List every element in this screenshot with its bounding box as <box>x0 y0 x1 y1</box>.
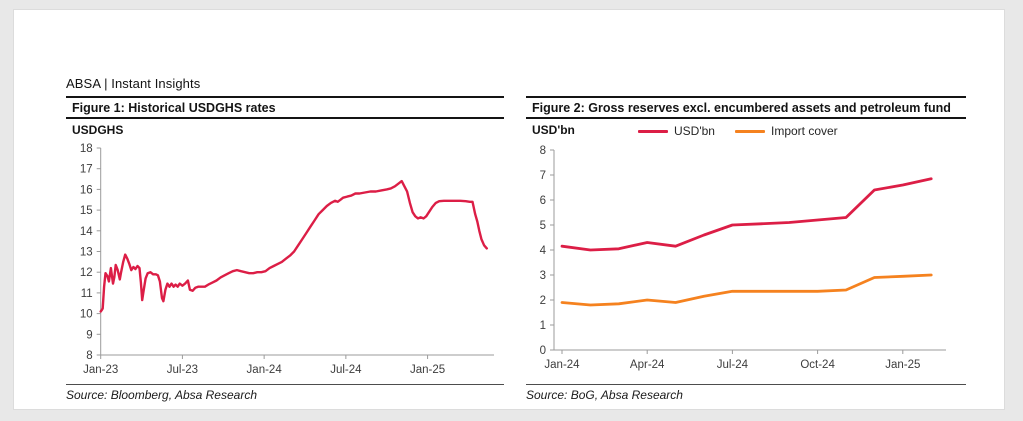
y-tick-label: 15 <box>80 205 93 217</box>
x-tick-label: Jan-25 <box>885 359 920 371</box>
y-tick-label: 14 <box>80 226 93 238</box>
y-tick-label: 7 <box>540 170 546 182</box>
brand-header: ABSA | Instant Insights <box>66 76 201 91</box>
series-line-usd-bn <box>560 177 933 252</box>
figure-2-block: Figure 2: Gross reserves excl. encumbere… <box>526 96 966 408</box>
y-tick-label: 5 <box>540 220 546 232</box>
y-tick-label: 9 <box>86 329 92 341</box>
legend-item-import-cover: Import cover <box>734 124 838 138</box>
x-tick-label: Jan-24 <box>544 359 580 371</box>
x-tick-label: Jan-23 <box>83 364 118 376</box>
legend-swatch-usdbn <box>638 129 668 133</box>
series-line-import-cover <box>560 273 933 307</box>
x-tick-label: Jan-24 <box>247 364 283 376</box>
y-tick-label: 1 <box>540 320 546 332</box>
y-tick-label: 3 <box>540 270 546 282</box>
series-line-usdghs-rate <box>99 179 488 313</box>
figure-1-source: Source: Bloomberg, Absa Research <box>66 388 257 402</box>
figure-1-y-axis-title: USDGHS <box>72 123 124 137</box>
legend-label-import-cover: Import cover <box>770 124 838 138</box>
figure-2-chart: 0 1 2 3 4 5 6 7 8 Jan-24 Apr-24 Jul-24 Oct-24 Jan-25 <box>540 145 946 371</box>
y-tick-label: 13 <box>80 247 93 259</box>
x-tick-label: Apr-24 <box>630 359 665 371</box>
figure-2-title-rule <box>526 117 966 119</box>
report-panel: ABSA | Instant Insights Figure 1: Histor… <box>13 9 1005 410</box>
y-tick-label: 12 <box>80 267 93 279</box>
y-tick-label: 4 <box>540 245 547 257</box>
figure-2-y-axis-title: USD'bn <box>532 123 575 137</box>
y-tick-label: 8 <box>540 145 546 157</box>
y-tick-label: 16 <box>80 184 93 196</box>
figure-1-title-rule <box>66 117 504 119</box>
figure-2-top-rule <box>526 96 966 98</box>
figure-2-source: Source: BoG, Absa Research <box>526 388 683 402</box>
y-tick-label: 11 <box>81 288 93 300</box>
figure-1-source-rule <box>66 384 504 385</box>
x-tick-label: Jan-25 <box>410 364 445 376</box>
y-tick-label: 0 <box>540 345 546 357</box>
x-tick-label: Jul-24 <box>330 364 362 376</box>
y-tick-label: 8 <box>86 350 92 362</box>
x-tick-label: Oct-24 <box>800 359 835 371</box>
legend-swatch-import-cover <box>734 129 765 133</box>
y-tick-label: 18 <box>80 143 93 155</box>
y-tick-label: 6 <box>540 195 546 207</box>
figure-1-title: Figure 1: Historical USDGHS rates <box>72 101 276 115</box>
figure-1-top-rule <box>66 96 504 98</box>
y-tick-label: 2 <box>540 295 546 307</box>
figure-1-block: Figure 1: Historical USDGHS rates USDGHS… <box>66 96 504 408</box>
legend-label-usdbn: USD'bn <box>674 124 715 138</box>
x-tick-label: Jul-24 <box>717 359 749 371</box>
legend-item-usdbn: USD'bn <box>638 124 715 138</box>
figure-2-legend: USD'bn Import cover <box>638 124 838 138</box>
y-tick-label: 10 <box>80 309 93 321</box>
figure-2-title: Figure 2: Gross reserves excl. encumbere… <box>532 101 951 115</box>
y-tick-label: 17 <box>80 164 93 176</box>
x-tick-label: Jul-23 <box>167 364 198 376</box>
figure-1-chart: 8 9 10 11 12 13 14 15 16 17 18 Jan-23 Jul-23 Jan-24 Ju… <box>80 143 494 376</box>
figure-2-source-rule <box>526 384 966 385</box>
